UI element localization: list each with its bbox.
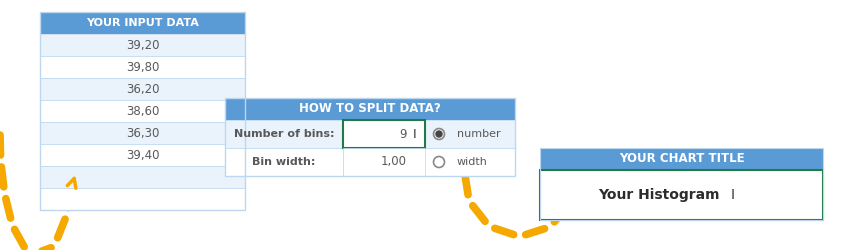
Bar: [540, 148, 823, 170]
Text: HOW TO SPLIT DATA?: HOW TO SPLIT DATA?: [299, 102, 441, 116]
Bar: [225, 148, 515, 176]
Bar: [40, 12, 245, 34]
Bar: [343, 120, 425, 148]
Bar: [225, 148, 343, 176]
Bar: [40, 56, 245, 78]
Text: 39,20: 39,20: [126, 38, 159, 52]
Bar: [540, 148, 823, 220]
Text: 38,60: 38,60: [126, 104, 159, 118]
Bar: [540, 170, 823, 220]
Text: 39,40: 39,40: [126, 148, 159, 162]
Bar: [225, 98, 515, 176]
Bar: [40, 100, 245, 122]
Text: YOUR INPUT DATA: YOUR INPUT DATA: [86, 18, 199, 28]
Text: 1,00: 1,00: [381, 156, 407, 168]
Bar: [40, 34, 245, 56]
Text: I: I: [731, 188, 735, 202]
Text: 36,30: 36,30: [126, 126, 159, 140]
Bar: [225, 120, 515, 148]
Text: number: number: [457, 129, 500, 139]
Text: Your Histogram: Your Histogram: [598, 188, 720, 202]
Text: width: width: [457, 157, 488, 167]
Bar: [40, 12, 245, 210]
Bar: [40, 122, 245, 144]
Circle shape: [436, 131, 442, 137]
Bar: [343, 148, 425, 176]
Text: I: I: [413, 128, 417, 140]
Bar: [40, 166, 245, 188]
Text: 36,20: 36,20: [126, 82, 159, 96]
Bar: [225, 98, 515, 120]
Bar: [40, 144, 245, 166]
Text: YOUR CHART TITLE: YOUR CHART TITLE: [619, 152, 744, 166]
Text: 39,80: 39,80: [126, 60, 159, 74]
Text: Bin width:: Bin width:: [252, 157, 315, 167]
Text: Number of bins:: Number of bins:: [234, 129, 334, 139]
Bar: [40, 78, 245, 100]
Bar: [40, 188, 245, 210]
Bar: [225, 120, 343, 148]
Text: 9: 9: [399, 128, 407, 140]
